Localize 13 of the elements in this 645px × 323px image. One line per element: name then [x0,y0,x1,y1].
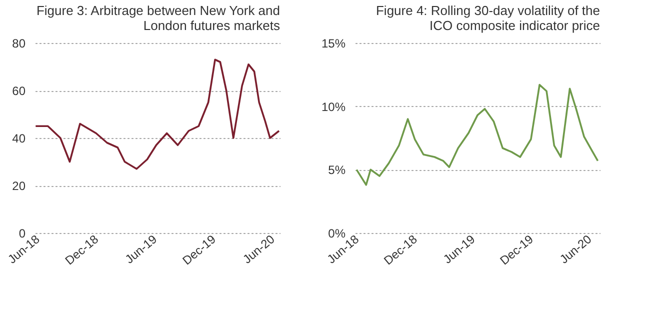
chart-title: Figure 4: Rolling 30-day volatility of the ICO composite indicator price [376,3,600,33]
y-tick-label: 60 [12,84,26,98]
y-tick-label: 40 [12,132,26,146]
line-series [356,84,599,186]
line-series [34,58,280,170]
y-tick-label: 80 [12,36,26,50]
y-tick-label: 5% [328,163,346,178]
y-tick-label: 20 [12,179,26,193]
y-tick-label: 15% [321,36,346,50]
chart-title: Figure 3: Arbitrage between New York and London futures markets [36,3,280,33]
y-tick-label: 0 [18,226,26,240]
y-tick-label: 0% [328,226,346,240]
y-tick-label: 10% [321,100,346,114]
